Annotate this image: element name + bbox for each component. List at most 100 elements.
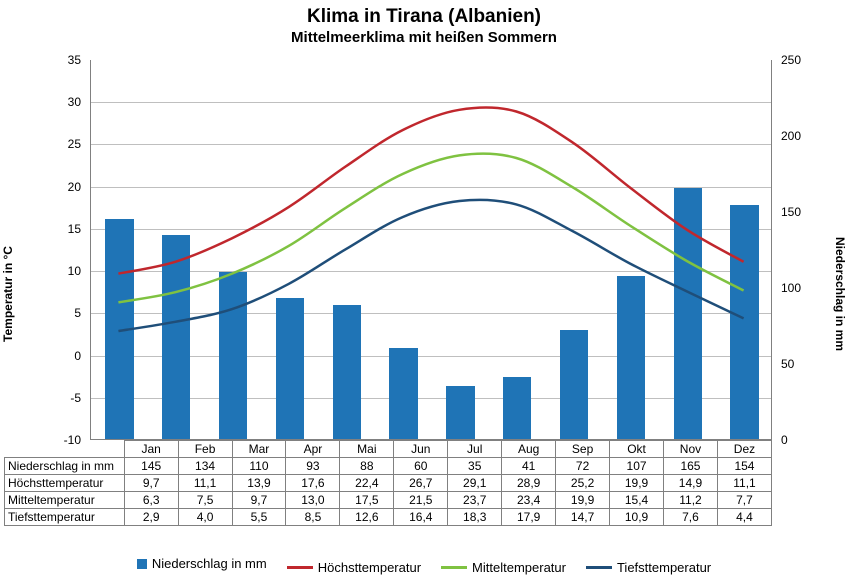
data-cell: 145 — [124, 458, 178, 475]
month-header: Nov — [664, 441, 718, 458]
chart-title: Klima in Tirana (Albanien) — [0, 0, 848, 28]
data-cell: 23,4 — [502, 492, 556, 509]
data-cell: 17,6 — [286, 475, 340, 492]
data-cell: 107 — [610, 458, 664, 475]
month-header: Jun — [394, 441, 448, 458]
y2-tick: 0 — [781, 433, 788, 447]
data-cell: 14,7 — [556, 509, 610, 526]
month-header: Mai — [340, 441, 394, 458]
legend-bar-icon — [137, 559, 147, 569]
data-cell: 4,0 — [178, 509, 232, 526]
data-cell: 23,7 — [448, 492, 502, 509]
data-cell: 21,5 — [394, 492, 448, 509]
data-cell: 93 — [286, 458, 340, 475]
data-cell: 88 — [340, 458, 394, 475]
row-label: Tiefsttemperatur — [5, 509, 125, 526]
legend-line-icon — [287, 566, 313, 569]
month-header: Jan — [124, 441, 178, 458]
row-label: Niederschlag in mm — [5, 458, 125, 475]
month-header: Dez — [717, 441, 771, 458]
data-cell: 11,2 — [664, 492, 718, 509]
data-cell: 110 — [232, 458, 286, 475]
data-cell: 5,5 — [232, 509, 286, 526]
data-cell: 154 — [717, 458, 771, 475]
data-cell: 17,5 — [340, 492, 394, 509]
month-header: Okt — [610, 441, 664, 458]
legend-item: Niederschlag in mm — [137, 556, 267, 571]
legend-line-icon — [586, 566, 612, 569]
data-cell: 16,4 — [394, 509, 448, 526]
chart-legend: Niederschlag in mm Höchsttemperatur Mittel… — [0, 556, 848, 575]
y1-axis-label: Temperatur in °C — [1, 246, 15, 342]
month-header: Feb — [178, 441, 232, 458]
chart-plot-area: -10-505101520253035050100150200250 — [90, 60, 772, 440]
data-table: JanFebMarAprMaiJunJulAugSepOktNovDez Nied… — [4, 440, 772, 526]
y1-tick: 35 — [51, 53, 81, 67]
data-cell: 13,9 — [232, 475, 286, 492]
legend-item: Mitteltemperatur — [441, 560, 566, 575]
data-cell: 2,9 — [124, 509, 178, 526]
data-cell: 25,2 — [556, 475, 610, 492]
data-cell: 19,9 — [610, 475, 664, 492]
data-cell: 15,4 — [610, 492, 664, 509]
row-label: Höchsttemperatur — [5, 475, 125, 492]
data-cell: 7,5 — [178, 492, 232, 509]
data-cell: 13,0 — [286, 492, 340, 509]
data-cell: 28,9 — [502, 475, 556, 492]
legend-label: Höchsttemperatur — [318, 560, 421, 575]
y1-tick: 0 — [51, 349, 81, 363]
data-cell: 17,9 — [502, 509, 556, 526]
data-cell: 26,7 — [394, 475, 448, 492]
month-header: Aug — [502, 441, 556, 458]
y2-tick: 200 — [781, 129, 801, 143]
data-cell: 22,4 — [340, 475, 394, 492]
data-cell: 134 — [178, 458, 232, 475]
data-cell: 11,1 — [178, 475, 232, 492]
legend-label: Mitteltemperatur — [472, 560, 566, 575]
legend-label: Tiefsttemperatur — [617, 560, 711, 575]
legend-label: Niederschlag in mm — [152, 556, 267, 571]
data-cell: 7,6 — [664, 509, 718, 526]
data-cell: 4,4 — [717, 509, 771, 526]
data-cell: 35 — [448, 458, 502, 475]
data-cell: 12,6 — [340, 509, 394, 526]
data-cell: 7,7 — [717, 492, 771, 509]
data-cell: 72 — [556, 458, 610, 475]
y2-tick: 100 — [781, 281, 801, 295]
data-cell: 18,3 — [448, 509, 502, 526]
month-header: Mar — [232, 441, 286, 458]
low-line — [118, 200, 743, 331]
y1-tick: 15 — [51, 222, 81, 236]
y1-tick: 30 — [51, 95, 81, 109]
y1-tick: 25 — [51, 137, 81, 151]
data-cell: 9,7 — [232, 492, 286, 509]
y1-tick: 10 — [51, 264, 81, 278]
data-cell: 11,1 — [717, 475, 771, 492]
data-cell: 10,9 — [610, 509, 664, 526]
y1-tick: -5 — [51, 391, 81, 405]
data-cell: 60 — [394, 458, 448, 475]
chart-subtitle: Mittelmeerklima mit heißen Sommern — [0, 29, 848, 46]
climate-chart-container: Klima in Tirana (Albanien) Mittelmeerkli… — [0, 0, 848, 588]
data-cell: 14,9 — [664, 475, 718, 492]
data-cell: 41 — [502, 458, 556, 475]
month-header: Jul — [448, 441, 502, 458]
row-label: Mitteltemperatur — [5, 492, 125, 509]
data-cell: 29,1 — [448, 475, 502, 492]
legend-item: Höchsttemperatur — [287, 560, 421, 575]
y2-tick: 50 — [781, 357, 794, 371]
data-cell: 19,9 — [556, 492, 610, 509]
high-line — [118, 107, 743, 273]
mean-line — [118, 154, 743, 303]
y1-tick: 20 — [51, 180, 81, 194]
y2-tick: 150 — [781, 205, 801, 219]
month-header: Sep — [556, 441, 610, 458]
data-cell: 8,5 — [286, 509, 340, 526]
data-cell: 6,3 — [124, 492, 178, 509]
data-cell: 9,7 — [124, 475, 178, 492]
legend-item: Tiefsttemperatur — [586, 560, 711, 575]
month-header: Apr — [286, 441, 340, 458]
y1-tick: 5 — [51, 306, 81, 320]
y2-tick: 250 — [781, 53, 801, 67]
y2-axis-label: Niederschlag in mm — [833, 237, 847, 351]
